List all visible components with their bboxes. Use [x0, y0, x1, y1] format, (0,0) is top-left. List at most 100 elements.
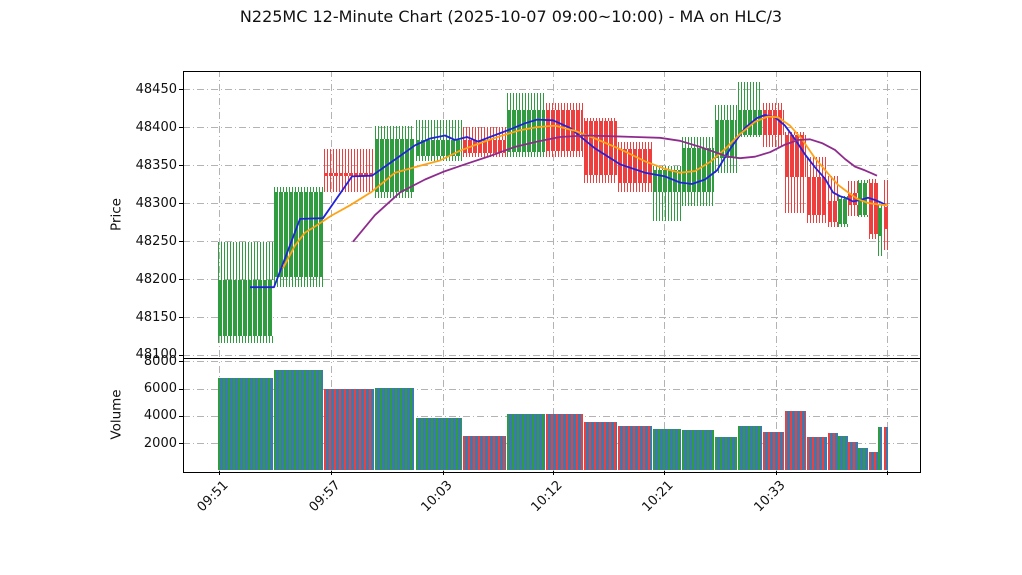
price-gridline — [183, 203, 920, 205]
price-tick-label: 48250 — [135, 233, 177, 249]
volume-tick-label: 6000 — [143, 381, 177, 397]
candle-range-down — [324, 149, 374, 193]
volume-tick-mark — [179, 415, 183, 417]
volume-bar-down — [869, 451, 878, 470]
volume-bar-down — [763, 432, 784, 470]
candle-body-down — [584, 121, 617, 175]
volume-bar-down — [324, 389, 374, 470]
x-tick-mark — [886, 471, 888, 475]
price-tick-mark — [179, 89, 183, 91]
candle-body-down — [828, 201, 838, 222]
volume-bar-up — [375, 388, 414, 470]
candle-body-up — [416, 140, 462, 156]
volume-bar-down — [785, 410, 806, 470]
price-tick-mark — [179, 317, 183, 319]
volume-bar-up — [653, 428, 681, 470]
volume-bar-up — [274, 370, 323, 470]
x-tick-mark — [442, 471, 444, 475]
ma-mid-orange — [282, 115, 889, 269]
volume-tick-label: 2000 — [143, 435, 177, 451]
volume-bar-down — [848, 442, 858, 470]
price-tick-mark — [179, 279, 183, 281]
candle-body-down — [546, 109, 583, 151]
volume-bar-up — [507, 414, 545, 470]
candle-body-up — [715, 120, 737, 159]
price-tick-label: 48200 — [135, 271, 177, 287]
candle-body-up — [878, 207, 882, 236]
price-tick-mark — [179, 203, 183, 205]
x-tick-label: 09:57 — [306, 478, 344, 516]
x-tick-mark — [330, 471, 332, 475]
volume-bar-down — [884, 426, 888, 470]
volume-bar-down — [618, 425, 652, 470]
price-tick-label: 48400 — [135, 119, 177, 135]
volume-tick-mark — [179, 388, 183, 390]
candle-body-down — [848, 193, 858, 206]
candle-body-up — [838, 199, 848, 225]
volume-bar-up — [715, 436, 737, 470]
x-gridline-price — [552, 71, 554, 357]
x-gridline-volume — [663, 358, 665, 471]
volume-gridline — [183, 361, 920, 363]
volume-bar-up — [838, 435, 848, 470]
volume-bar-down — [584, 421, 617, 470]
candle-body-down — [463, 140, 506, 153]
volume-bar-up — [218, 378, 273, 470]
x-tick-label: 10:21 — [639, 478, 677, 516]
volume-bar-up — [738, 425, 762, 470]
volume-bar-down — [463, 435, 506, 470]
x-gridline-volume — [775, 358, 777, 471]
volume-bar-down — [828, 432, 838, 470]
price-gridline — [183, 89, 920, 91]
volume-bar-down — [546, 414, 583, 470]
price-tick-label: 48300 — [135, 195, 177, 211]
price-gridline — [183, 279, 920, 281]
candle-body-down — [807, 177, 827, 216]
volume-bar-down — [807, 436, 827, 470]
ma-lines-overlay — [250, 114, 889, 289]
candle-body-up — [738, 109, 762, 135]
price-tick-mark — [179, 127, 183, 129]
candle-body-down — [785, 134, 806, 178]
price-gridline — [183, 354, 920, 356]
candle-body-up — [218, 279, 273, 336]
x-gridline-price — [442, 71, 444, 357]
x-tick-label: 10:33 — [751, 478, 789, 516]
price-tick-label: 48350 — [135, 157, 177, 173]
volume-tick-label: 8000 — [143, 353, 177, 369]
price-tick-mark — [179, 241, 183, 243]
x-tick-label: 10:03 — [418, 478, 456, 516]
volume-bar-up — [858, 447, 868, 470]
volume-gridline — [183, 388, 920, 390]
volume-bar-up — [878, 426, 882, 470]
candle-body-down — [324, 172, 374, 177]
x-tick-mark — [552, 471, 554, 475]
x-gridline-volume — [442, 358, 444, 471]
ma-slow-purple — [352, 134, 878, 243]
x-tick-mark — [663, 471, 665, 475]
volume-tick-label: 4000 — [143, 408, 177, 424]
x-tick-label: 09:51 — [194, 478, 232, 516]
candle-body-down — [869, 183, 878, 235]
x-gridline-price — [330, 71, 332, 357]
x-gridline-price — [218, 71, 220, 357]
price-gridline — [183, 241, 920, 243]
chart-title: N225MC 12-Minute Chart (2025-10-07 09:00… — [239, 7, 783, 26]
volume-bar-up — [416, 417, 462, 470]
ma-fast-blue — [250, 114, 889, 289]
candle-body-down — [884, 206, 888, 229]
volume-tick-mark — [179, 443, 183, 445]
x-tick-mark — [218, 471, 220, 475]
volume-bar-up — [682, 430, 714, 470]
price-tick-label: 48100 — [135, 347, 177, 363]
x-tick-mark — [775, 471, 777, 475]
x-gridline-price — [775, 71, 777, 357]
candle-body-up — [274, 192, 323, 277]
x-gridline-volume — [886, 358, 888, 471]
price-tick-mark — [179, 354, 183, 356]
price-tick-label: 48450 — [135, 81, 177, 97]
price-gridline — [183, 317, 920, 319]
price-gridline — [183, 165, 920, 167]
price-tick-label: 48150 — [135, 309, 177, 325]
